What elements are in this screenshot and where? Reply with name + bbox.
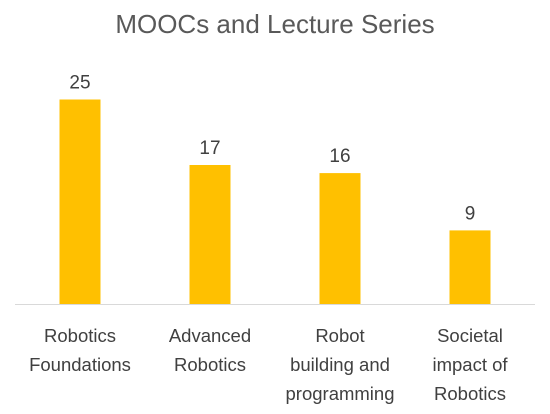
category-label-line: Robot bbox=[315, 325, 364, 346]
bar-3 bbox=[319, 173, 361, 304]
category-label-line: Robotics bbox=[174, 354, 246, 375]
bars-group bbox=[59, 99, 491, 304]
bar-2 bbox=[189, 165, 231, 304]
category-label-1: Robotics Foundations bbox=[29, 325, 131, 375]
category-label-line: Foundations bbox=[29, 354, 131, 375]
category-label-4: Societal impact of Robotics bbox=[432, 325, 508, 404]
category-label-line: Robotics bbox=[44, 325, 116, 346]
labels-group: 25 Robotics Foundations 17 Advanced Robotics 1… bbox=[29, 73, 508, 405]
category-label-2: Advanced Robotics bbox=[169, 325, 251, 375]
data-label-4: 9 bbox=[465, 203, 476, 224]
data-label-1: 25 bbox=[69, 73, 90, 94]
category-label-line: impact of bbox=[432, 354, 508, 375]
bar-4 bbox=[449, 230, 491, 304]
data-label-2: 17 bbox=[199, 138, 220, 159]
category-label-line: Robotics bbox=[434, 383, 506, 404]
category-label-line: programming bbox=[286, 383, 395, 404]
category-label-3: Robot building and programming bbox=[286, 325, 395, 404]
bar-1 bbox=[59, 99, 101, 304]
category-label-line: building and bbox=[290, 354, 390, 375]
data-label-3: 16 bbox=[329, 146, 350, 167]
chart-title: MOOCs and Lecture Series bbox=[115, 9, 434, 39]
category-label-line: Societal bbox=[437, 325, 503, 346]
category-label-line: Advanced bbox=[169, 325, 251, 346]
